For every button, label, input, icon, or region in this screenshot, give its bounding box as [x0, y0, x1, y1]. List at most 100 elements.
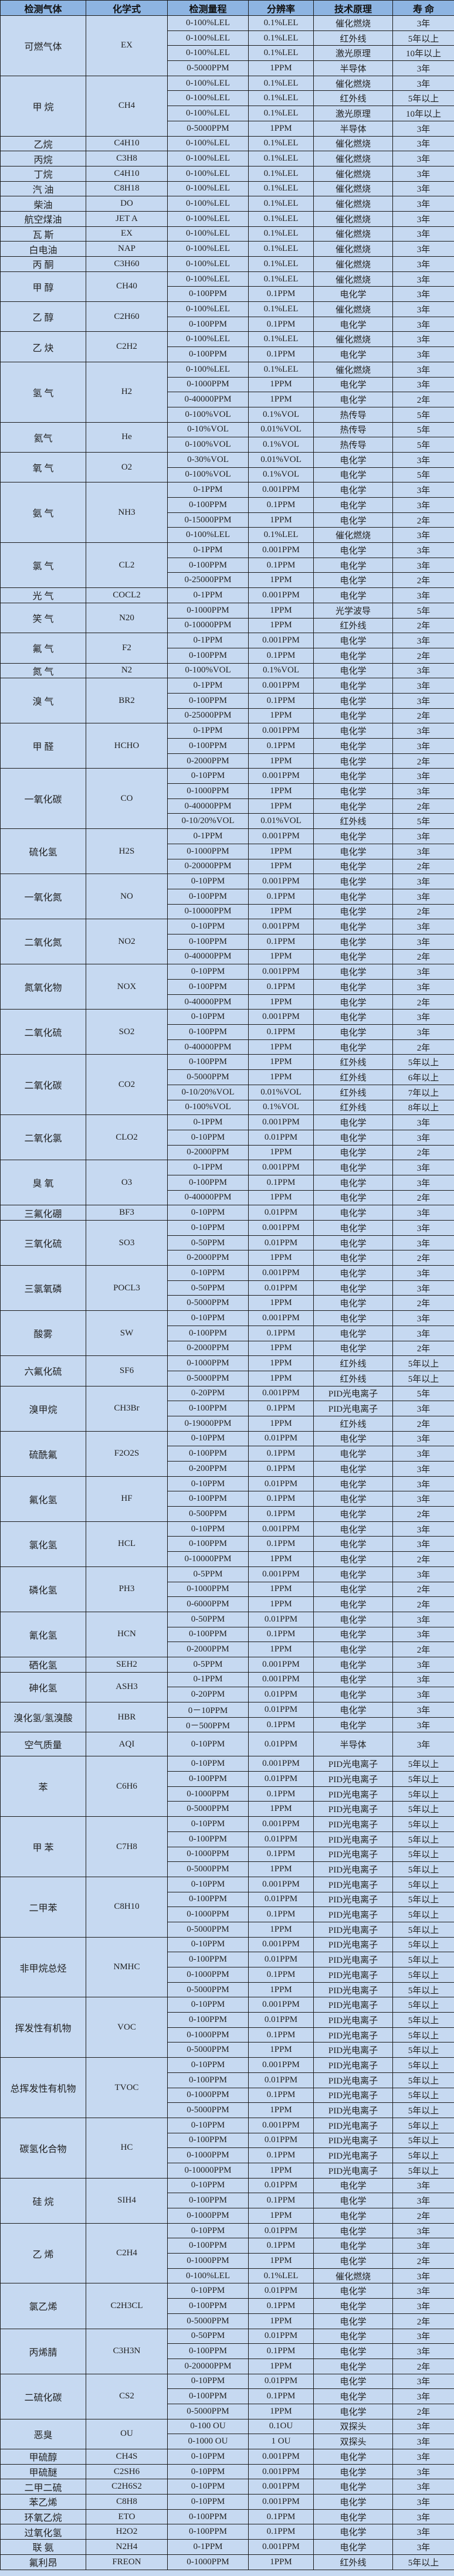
formula-cell: NMHC — [86, 1936, 168, 1998]
gas-name-cell: 三氧化硫 — [0, 1219, 86, 1266]
table-row: 0-5000PPM 1PPM PID光电离子 5年以上 — [1, 1861, 454, 1877]
table-row: 硅 烷 SIH4 0-10PPM 0.01PPM 电化学 3年 — [0, 2177, 454, 2224]
range-cell: 0-100PPM — [167, 933, 249, 950]
lifespan-cell: 3年 — [392, 1160, 454, 1175]
resolution-cell: 0.1PPM — [248, 2343, 314, 2359]
principle-cell: 催化燃烧 — [313, 135, 393, 152]
formula-cell: CH4S — [86, 2449, 168, 2465]
resolution-cell: 0.1PPM — [248, 497, 314, 513]
range-cell: 0-10PPM — [167, 1756, 249, 1772]
formula-cell: F2 — [86, 633, 168, 664]
resolution-cell: 0.001PPM — [248, 1656, 314, 1673]
range-cell: 0-1000PPM — [167, 783, 249, 799]
range-cell: 0-1000PPM — [167, 843, 249, 859]
lifespan-cell: 2年 — [392, 1642, 454, 1657]
table-row: 氟利昂 FREON 0-1000PPM 1PPM 红外线 5年以上 — [0, 2554, 454, 2570]
range-cell: 0-1000PPM — [167, 2554, 249, 2570]
resolution-cell: 0.1%LEL — [248, 15, 314, 31]
gas-name-cell: 二甲二硫 — [0, 2479, 86, 2495]
lifespan-cell: 2年 — [392, 512, 454, 528]
gas-name-cell: 氯化氢 — [0, 1521, 86, 1567]
resolution-cell: 1 OU — [248, 2434, 314, 2449]
resolution-cell: 0.01PPM — [248, 2328, 314, 2344]
resolution-cell: 0.1%LEL — [248, 90, 314, 107]
principle-cell: PID光电离子 — [313, 1967, 393, 1983]
principle-cell: 电化学 — [313, 2479, 393, 2495]
lifespan-cell: 5年 — [392, 422, 454, 438]
range-cell: 0-10PPM — [167, 964, 249, 980]
lifespan-cell: 3年 — [392, 979, 454, 995]
resolution-cell: 1PPM — [248, 798, 314, 814]
principle-cell: 电化学 — [313, 1521, 393, 1537]
lifespan-cell: 5年以上 — [392, 1786, 454, 1802]
table-row: 氮氧化物 NOX 0-10PPM 0.001PPM 电化学 3年 — [0, 964, 454, 1010]
range-cell: 0-1000PPM — [167, 602, 249, 618]
resolution-cell: 1PPM — [248, 1250, 314, 1266]
range-cell: 0-1PPM — [167, 1160, 249, 1175]
lifespan-cell: 5年以上 — [392, 2087, 454, 2103]
range-cell: 0-10PPM — [167, 2222, 249, 2239]
formula-cell: SO2 — [86, 1009, 168, 1055]
range-cell: 0-100PPM — [167, 1626, 249, 1643]
table-row: 砷化氢 ASH3 0-1PPM 0.001PPM 电化学 3年 — [0, 1671, 454, 1703]
range-cell: 0-500PPM — [167, 1506, 249, 1522]
lifespan-cell: 3年 — [392, 2539, 454, 2555]
range-cell: 0-10PPM — [167, 2449, 249, 2465]
formula-cell: SF6 — [86, 1355, 168, 1386]
lifespan-cell: 5年以上 — [392, 1816, 454, 1832]
principle-cell: 催化燃烧 — [313, 75, 393, 91]
range-cell: 0-100%LEL — [167, 271, 249, 287]
range-cell: 0-100%LEL — [167, 256, 249, 272]
table-row: 0-20PPM 0.01PPM 电化学 3年 — [1, 1687, 454, 1702]
range-cell: 0-40000PPM — [167, 1190, 249, 1206]
table-row: 汽 油 C8H18 0-100%LEL 0.1%LEL 催化燃烧 3年 — [0, 181, 454, 197]
lifespan-cell: 5年以上 — [392, 1952, 454, 1967]
table-row: 0-10000PPM 1PPM 红外线 2年 — [1, 617, 454, 634]
gas-name-cell: 乙 醇 — [0, 301, 86, 332]
range-cell: 0-1PPM — [167, 542, 249, 558]
resolution-cell: 0.1PPM — [248, 1846, 314, 1863]
range-cell: 0-5000PPM — [167, 2102, 249, 2118]
principle-cell: 电化学 — [313, 1280, 393, 1296]
gas-name-cell: 可燃气体 — [0, 15, 86, 76]
resolution-cell: 1PPM — [248, 753, 314, 769]
lifespan-cell: 5年 — [392, 813, 454, 830]
resolution-cell: 0.1%VOL — [248, 406, 314, 423]
principle-cell: 红外线 — [313, 1370, 393, 1386]
lifespan-cell: 2年 — [392, 1295, 454, 1311]
lifespan-cell: 3年 — [392, 587, 454, 603]
lifespan-cell: 3年 — [392, 2494, 454, 2510]
resolution-cell: 0.1PPM — [248, 2027, 314, 2043]
principle-cell: 电化学 — [313, 692, 393, 709]
formula-cell: COCL2 — [86, 587, 168, 603]
lifespan-cell: 5年以上 — [392, 2057, 454, 2073]
range-cell: 0-10PPM — [167, 1476, 249, 1492]
resolution-cell: 1PPM — [248, 1054, 314, 1070]
resolution-cell: 0.001PPM — [248, 1310, 314, 1326]
resolution-cell: 0.1PPM — [248, 1536, 314, 1552]
resolution-cell: 0.001PPM — [248, 1566, 314, 1582]
lifespan-cell: 3年 — [392, 2193, 454, 2208]
lifespan-cell: 2年 — [392, 617, 454, 634]
gas-name-cell: 溴 气 — [0, 678, 86, 724]
formula-cell: CH3Br — [86, 1385, 168, 1432]
table-row: 白电油 NAP 0-100%LEL 0.1%LEL 催化燃烧 3年 — [0, 241, 454, 257]
table-row: 丙烯腈 C3H3N 0-50PPM 0.01PPM 电化学 3年 — [0, 2328, 454, 2374]
range-cell: 0-1PPM — [167, 482, 249, 498]
resolution-cell: 0.1PPM — [248, 2298, 314, 2314]
range-cell: 0-10PPM — [167, 768, 249, 784]
lifespan-cell: 2年 — [392, 858, 454, 875]
resolution-cell: 0.1PPM — [248, 1174, 314, 1191]
principle-cell: 电化学 — [313, 512, 393, 528]
principle-cell: 电化学 — [313, 1190, 393, 1206]
lifespan-cell: 3年 — [392, 557, 454, 573]
range-cell: 0-10PPM — [167, 1220, 249, 1236]
formula-cell: H2S — [86, 828, 168, 875]
table-row: 0-5000PPM 1PPM 电化学 2年 — [1, 1295, 454, 1311]
range-cell: 0-200PPM — [167, 1461, 249, 1477]
lifespan-cell: 3年 — [392, 316, 454, 332]
gas-name-cell: 氯 气 — [0, 542, 86, 589]
resolution-cell: 0.01PPM — [248, 2177, 314, 2194]
lifespan-cell: 3年 — [392, 256, 454, 272]
table-row: 0-100PPM 0.01PPM PID光电离子 5年以上 — [1, 2012, 454, 2028]
